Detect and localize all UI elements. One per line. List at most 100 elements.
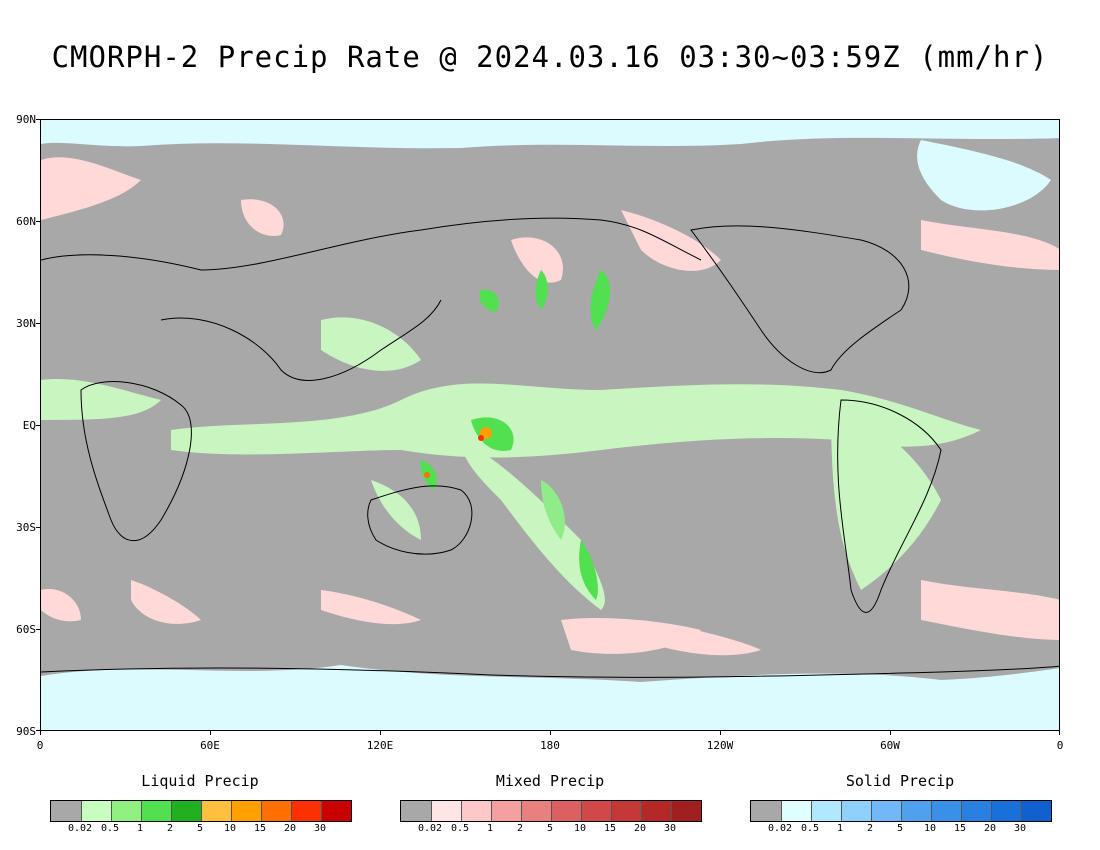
- legend-tick-label: 0.5: [450, 823, 470, 834]
- legend-swatch: [991, 801, 1021, 821]
- legend-swatch: [521, 801, 551, 821]
- legend-bar-liquid: [50, 800, 352, 822]
- legend-tick-label: 20: [633, 823, 647, 834]
- legend-tick-label: 15: [253, 823, 267, 834]
- legend-swatch: [781, 801, 811, 821]
- legend-swatch: [261, 801, 291, 821]
- legend-swatch: [51, 801, 81, 821]
- legend-tick-label: 0.5: [100, 823, 120, 834]
- legend-tick-label: 30: [1013, 823, 1027, 834]
- legend-tick-label: 2: [516, 823, 524, 834]
- legend-bar-solid: [750, 800, 1052, 822]
- legend-swatch: [931, 801, 961, 821]
- legend-tick-label: 0.5: [800, 823, 820, 834]
- legend-swatch: [491, 801, 521, 821]
- legend-swatch: [201, 801, 231, 821]
- legend-tick-label: 1: [136, 823, 144, 834]
- legend-tick-label: 2: [866, 823, 874, 834]
- legend-swatch: [81, 801, 111, 821]
- precip-map: [40, 119, 1060, 731]
- lon-label-120w: 120W: [706, 739, 734, 752]
- lon-label-60e: 60E: [200, 739, 220, 752]
- legend-tick-label: 0.02: [417, 823, 443, 834]
- map-title: CMORPH-2 Precip Rate @ 2024.03.16 03:30~…: [51, 40, 1049, 74]
- lon-label-120e: 120E: [366, 739, 394, 752]
- lat-label-90s: 90S: [16, 725, 36, 738]
- lat-label-30s: 30S: [16, 521, 36, 534]
- lat-label-90n: 90N: [16, 113, 36, 126]
- legend-tick-label: 10: [923, 823, 937, 834]
- legend-swatch: [291, 801, 321, 821]
- lon-tick: [380, 731, 381, 735]
- legend-tick-label: 0.02: [767, 823, 793, 834]
- legend-tick-label: 20: [983, 823, 997, 834]
- legend-swatch: [551, 801, 581, 821]
- legend-swatch: [141, 801, 171, 821]
- lon-tick: [720, 731, 721, 735]
- legend-swatch: [611, 801, 641, 821]
- legend-tick-label: 5: [196, 823, 204, 834]
- legend-swatch: [581, 801, 611, 821]
- lon-label-180: 180: [540, 739, 560, 752]
- legend-swatch: [901, 801, 931, 821]
- legend-swatch: [111, 801, 141, 821]
- precip-map-graphic: [41, 120, 1059, 730]
- legend-tick-label: 30: [663, 823, 677, 834]
- arctic-precip-region: [41, 120, 1059, 283]
- legend-tick-label: 15: [603, 823, 617, 834]
- lat-tick: [36, 323, 40, 324]
- legend-swatch: [751, 801, 781, 821]
- legend-swatch: [231, 801, 261, 821]
- legend-bar-mixed: [400, 800, 702, 822]
- legend-tick-label: 30: [313, 823, 327, 834]
- legend-swatch: [461, 801, 491, 821]
- coastlines: [41, 217, 1059, 678]
- legend-swatch: [641, 801, 671, 821]
- lon-label-0: 0: [36, 739, 44, 752]
- lon-label-0-end: 0: [1056, 739, 1064, 752]
- lat-label-eq: EQ: [22, 419, 36, 432]
- legend-tick-label: 15: [953, 823, 967, 834]
- lat-label-60n: 60N: [16, 215, 36, 228]
- legend-title-solid: Solid Precip: [845, 772, 955, 790]
- tropical-liquid-precip: [41, 317, 981, 610]
- legend-title-liquid: Liquid Precip: [141, 772, 259, 790]
- lat-tick: [36, 425, 40, 426]
- legend-swatch: [171, 801, 201, 821]
- legend-tick-label: 10: [223, 823, 237, 834]
- legend-swatch: [321, 801, 351, 821]
- lat-tick: [36, 119, 40, 120]
- legend-swatch: [961, 801, 991, 821]
- heavy-liquid-cores: [420, 270, 611, 600]
- lat-label-30n: 30N: [16, 317, 36, 330]
- legend-tick-label: 0.02: [67, 823, 93, 834]
- lon-tick: [40, 731, 41, 735]
- legend-swatch: [671, 801, 701, 821]
- legend-tick-label: 1: [486, 823, 494, 834]
- legend-tick-label: 2: [166, 823, 174, 834]
- lon-tick: [550, 731, 551, 735]
- legend-swatch: [841, 801, 871, 821]
- legend-tick-label: 1: [836, 823, 844, 834]
- lat-tick: [36, 629, 40, 630]
- legend-swatch: [1021, 801, 1051, 821]
- legend-title-mixed: Mixed Precip: [495, 772, 605, 790]
- lon-label-60w: 60W: [880, 739, 900, 752]
- lon-tick: [890, 731, 891, 735]
- lat-tick: [36, 527, 40, 528]
- legend-tick-label: 20: [283, 823, 297, 834]
- southern-mixed-precip: [41, 580, 1059, 656]
- lat-tick: [36, 730, 40, 731]
- legend-swatch: [871, 801, 901, 821]
- lon-tick: [210, 731, 211, 735]
- legend-tick-label: 10: [573, 823, 587, 834]
- legend-tick-label: 5: [546, 823, 554, 834]
- legend-swatch: [401, 801, 431, 821]
- lat-label-60s: 60S: [16, 623, 36, 636]
- legend-tick-label: 5: [896, 823, 904, 834]
- antarctic-solid-precip: [41, 665, 1059, 730]
- lat-tick: [36, 221, 40, 222]
- legend-swatch: [811, 801, 841, 821]
- lon-tick: [1059, 731, 1060, 735]
- legend-swatch: [431, 801, 461, 821]
